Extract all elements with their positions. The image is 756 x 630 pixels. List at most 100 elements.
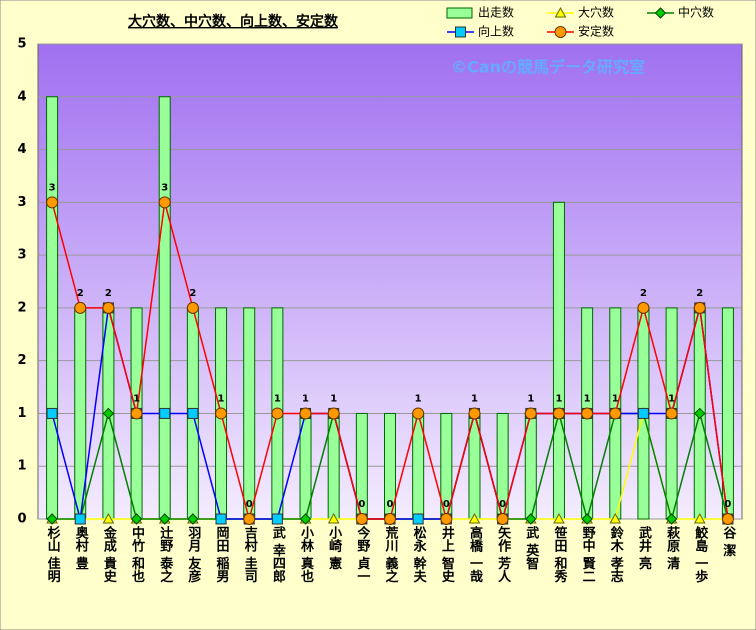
data-label: 2 — [640, 288, 647, 299]
bar — [243, 307, 256, 520]
data-label: 2 — [77, 288, 84, 299]
y-tick-label: 1 — [17, 406, 26, 421]
data-label: 2 — [105, 288, 112, 299]
x-tick-label: 高橋 一哉 — [467, 525, 483, 584]
y-tick-label: 4 — [17, 89, 26, 104]
y-tick-label: 5 — [17, 37, 26, 52]
data-label: 1 — [555, 393, 562, 404]
x-tick-label: 中竹 和也 — [129, 525, 146, 584]
x-tick-label: 羽月 友彦 — [185, 526, 202, 584]
marker — [130, 513, 143, 525]
marker — [243, 513, 256, 525]
data-label: 1 — [133, 393, 140, 404]
marker — [637, 301, 650, 314]
y-tick-label: 1 — [17, 459, 26, 474]
data-label: 0 — [499, 499, 506, 510]
marker — [46, 513, 58, 525]
marker — [412, 407, 425, 420]
marker — [721, 513, 734, 525]
marker — [524, 407, 537, 420]
x-tick-label: 井上 智史 — [439, 525, 455, 584]
marker — [130, 407, 143, 420]
data-label: 1 — [471, 393, 478, 404]
x-tick-label: 武 幸四郎 — [270, 525, 286, 584]
data-label: 0 — [246, 499, 253, 510]
data-label: 1 — [527, 393, 534, 404]
marker — [496, 513, 509, 525]
data-label: 1 — [584, 393, 591, 404]
marker — [552, 407, 565, 420]
marker — [46, 196, 59, 209]
x-tick-label: 奥村 豊 — [73, 525, 89, 571]
marker — [159, 513, 171, 525]
marker — [412, 513, 424, 525]
x-tick-label: 笹田 和秀 — [551, 525, 568, 584]
marker — [694, 407, 706, 420]
legend-marker — [554, 6, 567, 18]
y-tick-label: 2 — [17, 353, 26, 368]
legend-label: 大穴数 — [578, 5, 614, 20]
marker — [553, 512, 565, 524]
bar — [46, 96, 59, 520]
legend-marker — [554, 26, 567, 38]
marker — [693, 512, 706, 524]
legend-marker — [654, 7, 667, 19]
marker — [355, 513, 368, 525]
x-tick-label: 金成 貴史 — [101, 525, 118, 584]
marker — [384, 513, 396, 525]
marker — [665, 407, 678, 420]
data-label: 1 — [612, 393, 619, 404]
marker — [186, 301, 199, 314]
marker — [327, 407, 340, 420]
x-tick-label: 辻野 泰之 — [157, 525, 174, 584]
x-tick-label: 萩原 清 — [664, 525, 681, 571]
marker — [609, 407, 622, 420]
x-tick-label: 武井 亮 — [636, 525, 652, 571]
x-tick-label: 鈴木 孝志 — [608, 525, 625, 584]
data-label: 2 — [189, 288, 196, 299]
x-tick-label: 松永 幹夫 — [411, 525, 428, 584]
marker — [187, 407, 199, 419]
data-label: 1 — [274, 393, 281, 404]
marker — [187, 513, 199, 525]
marker — [271, 513, 283, 525]
x-tick-label: 野中 賢二 — [580, 526, 596, 583]
marker — [468, 512, 481, 524]
data-label: 3 — [161, 182, 168, 193]
marker — [74, 513, 86, 525]
x-tick-label: 谷 潔 — [720, 525, 736, 558]
y-tick-label: 3 — [17, 195, 26, 210]
marker — [159, 407, 171, 419]
watermark: ©Canの競馬データ研究室 — [451, 58, 645, 77]
marker — [74, 301, 87, 314]
chart-title: 大穴数、中穴数、向上数、安定数 — [128, 13, 339, 30]
marker — [102, 407, 115, 420]
x-tick-label: 矢作 芳人 — [495, 525, 511, 583]
marker — [327, 512, 340, 524]
marker — [299, 513, 312, 525]
data-label: 1 — [668, 393, 675, 404]
y-tick-label: 3 — [17, 248, 26, 263]
x-tick-label: 今野 貞一 — [354, 525, 371, 582]
marker — [637, 407, 649, 419]
x-tick-label: 小林 真也 — [298, 526, 314, 584]
marker — [102, 301, 115, 314]
marker — [468, 407, 481, 420]
legend-label: 安定数 — [578, 24, 614, 39]
marker — [609, 512, 622, 524]
data-label: 1 — [302, 393, 309, 404]
legend-swatch — [446, 7, 473, 19]
marker — [271, 407, 284, 420]
legend-label: 出走数 — [478, 5, 514, 20]
data-label: 3 — [49, 182, 56, 193]
x-tick-label: 鮫島 一歩 — [692, 525, 708, 584]
data-label: 2 — [696, 288, 703, 299]
x-tick-label: 岡田 稲男 — [214, 526, 230, 584]
data-label: 0 — [387, 499, 394, 510]
marker — [215, 407, 228, 420]
bar — [552, 201, 565, 520]
legend-label: 中穴数 — [678, 5, 714, 20]
marker — [102, 512, 115, 524]
data-label: 1 — [218, 393, 225, 404]
